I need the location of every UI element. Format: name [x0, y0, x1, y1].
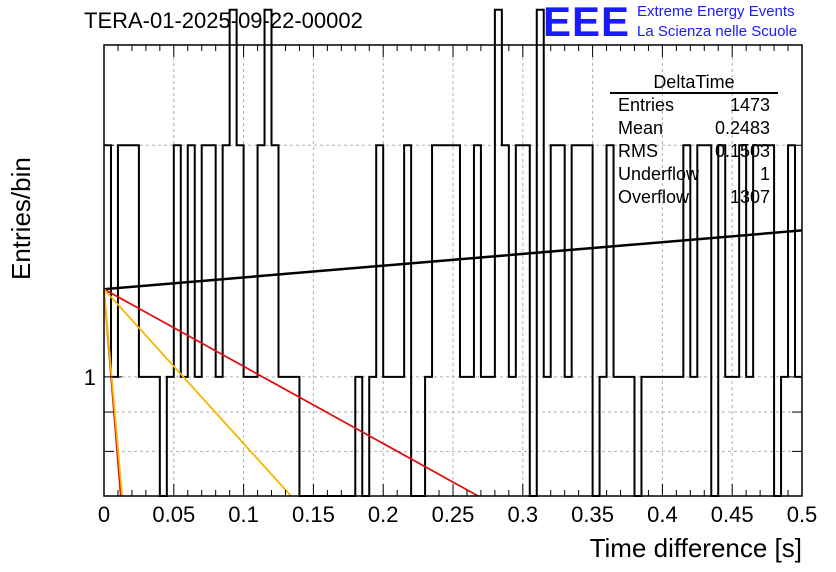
stats-row-mean: Mean 0.2483	[610, 117, 778, 140]
x-tick-label: 0.5	[787, 502, 818, 527]
histogram-series	[104, 8, 802, 497]
stats-label: Underflow	[618, 164, 700, 184]
x-tick-label: 0.35	[571, 502, 614, 527]
fit-line-orange	[103, 288, 292, 497]
stats-value: 0.2483	[714, 118, 770, 138]
stats-label: RMS	[618, 141, 658, 161]
stats-header: DeltaTime	[610, 72, 778, 94]
stats-label: Overflow	[618, 187, 690, 207]
stats-box: DeltaTime Entries 1473 Mean 0.2483 RMS 0…	[610, 72, 778, 209]
axis-ticks	[103, 45, 803, 497]
x-tick-label: 0.45	[711, 502, 754, 527]
stats-value: 1307	[729, 187, 770, 207]
y-axis-label: Entries/bin	[6, 157, 36, 280]
stats-label: Mean	[618, 118, 664, 138]
x-tick-labels: 0 0.05 0.1 0.15 0.2 0.25 0.3 0.35 0.4 0.45 0.5	[98, 502, 817, 527]
x-tick-label: 0.1	[228, 502, 259, 527]
stats-row-overflow: Overflow 1307	[610, 186, 778, 209]
stats-label: Entries	[618, 95, 675, 115]
fit-line-red	[103, 288, 479, 497]
x-tick-label: 0.4	[647, 502, 678, 527]
x-tick-label: 0.25	[432, 502, 475, 527]
stats-value: 0.1503	[714, 141, 770, 161]
x-axis-label: Time difference [s]	[589, 533, 802, 563]
eee-logo: EEE	[543, 0, 631, 45]
chart-title: TERA-01-2025-09-22-00002	[84, 8, 363, 33]
logo-line-1: Extreme Energy Events	[637, 3, 795, 20]
fit-line-orange	[103, 289, 124, 497]
fit-line-black	[103, 229, 803, 291]
x-tick-label: 0	[98, 502, 110, 527]
x-tick-label: 0.2	[368, 502, 399, 527]
stats-row-entries: Entries 1473	[610, 94, 778, 117]
y-tick-label: 1	[84, 365, 96, 390]
stats-row-underflow: Underflow 1	[610, 163, 778, 186]
fit-lines	[103, 229, 803, 497]
histogram-step-line	[104, 8, 802, 497]
logo-line-2: La Scienza nelle Scuole	[637, 23, 798, 40]
x-tick-label: 0.15	[292, 502, 335, 527]
stats-row-rms: RMS 0.1503	[610, 140, 778, 163]
y-tick-labels: 1	[84, 365, 96, 390]
stats-value: 1473	[729, 95, 770, 115]
stats-value: 1	[759, 164, 770, 184]
x-tick-label: 0.3	[508, 502, 539, 527]
x-tick-label: 0.05	[152, 502, 195, 527]
